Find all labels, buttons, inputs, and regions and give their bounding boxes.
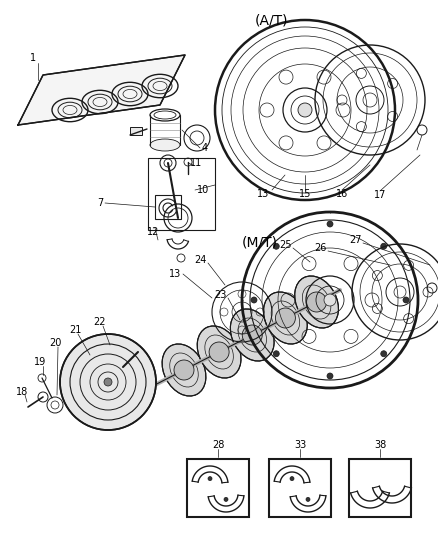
Circle shape: [224, 497, 228, 502]
Text: 15: 15: [299, 189, 311, 199]
Bar: [148, 158, 215, 230]
Circle shape: [307, 292, 327, 312]
Circle shape: [60, 334, 156, 430]
Bar: [155, 195, 181, 219]
Text: 18: 18: [16, 387, 28, 397]
Circle shape: [306, 497, 310, 502]
Ellipse shape: [264, 292, 307, 344]
Text: 28: 28: [212, 440, 224, 450]
Circle shape: [104, 378, 112, 386]
Text: 20: 20: [49, 338, 61, 348]
Text: 11: 11: [190, 158, 202, 168]
Bar: [130, 346, 139, 354]
Circle shape: [276, 308, 295, 328]
Text: 13: 13: [257, 189, 269, 199]
Circle shape: [327, 373, 333, 379]
Circle shape: [242, 325, 262, 345]
Text: 23: 23: [214, 290, 226, 300]
Circle shape: [273, 243, 279, 249]
Bar: [269, 459, 331, 517]
Text: 7: 7: [97, 198, 103, 208]
Ellipse shape: [162, 344, 206, 396]
Bar: [349, 459, 411, 517]
Circle shape: [174, 360, 194, 380]
Text: 38: 38: [374, 440, 386, 450]
Text: 33: 33: [294, 440, 306, 450]
Circle shape: [327, 221, 333, 227]
Circle shape: [208, 477, 212, 481]
Text: 10: 10: [197, 185, 209, 195]
Text: 26: 26: [314, 243, 326, 253]
Text: 4: 4: [202, 143, 208, 153]
Ellipse shape: [295, 276, 339, 328]
Circle shape: [209, 342, 229, 362]
Circle shape: [251, 297, 257, 303]
Ellipse shape: [230, 309, 274, 361]
Polygon shape: [18, 55, 185, 125]
Circle shape: [381, 351, 387, 357]
Text: 16: 16: [336, 189, 348, 199]
Text: 13: 13: [169, 269, 181, 279]
Text: 1: 1: [30, 53, 36, 63]
Text: 25: 25: [279, 240, 291, 250]
Text: 19: 19: [34, 357, 46, 367]
Bar: [187, 459, 249, 517]
Circle shape: [273, 351, 279, 357]
Text: (M/T): (M/T): [242, 235, 278, 249]
Circle shape: [403, 297, 409, 303]
Text: 24: 24: [194, 255, 206, 265]
Text: 22: 22: [94, 317, 106, 327]
Ellipse shape: [197, 326, 241, 378]
Bar: [130, 127, 142, 135]
Text: (A/T): (A/T): [255, 13, 289, 27]
Circle shape: [381, 243, 387, 249]
Circle shape: [290, 477, 294, 481]
Ellipse shape: [150, 139, 180, 151]
Circle shape: [324, 294, 336, 306]
Circle shape: [298, 103, 312, 117]
Text: 12: 12: [147, 227, 159, 237]
Text: 21: 21: [69, 325, 81, 335]
Text: 27: 27: [349, 235, 361, 245]
Text: 17: 17: [374, 190, 386, 200]
